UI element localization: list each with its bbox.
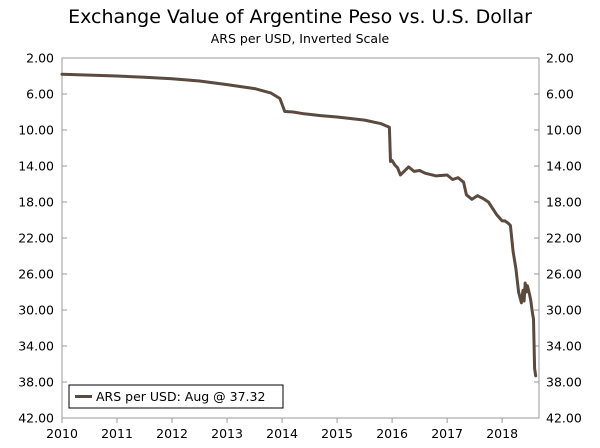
- y-tick-label-right: 22.00: [546, 231, 582, 246]
- y-tick-label-left: 14.00: [18, 159, 54, 174]
- y-tick-label-right: 6.00: [546, 87, 574, 102]
- y-tick-label-left: 34.00: [18, 339, 54, 354]
- legend: ARS per USD: Aug @ 37.32: [68, 384, 284, 409]
- x-tick-label: 2013: [211, 426, 243, 441]
- legend-box: [68, 384, 284, 409]
- x-tick-label: 2015: [321, 426, 353, 441]
- y-tick-label-left: 6.00: [26, 87, 54, 102]
- chart-title: Exchange Value of Argentine Peso vs. U.S…: [68, 6, 532, 28]
- x-tick-label: 2017: [431, 426, 463, 441]
- y-tick-label-right: 34.00: [546, 339, 582, 354]
- y-tick-label-right: 18.00: [546, 195, 582, 210]
- y-tick-label-right: 38.00: [546, 375, 582, 390]
- y-tick-label-right: 26.00: [546, 267, 582, 282]
- axis-ticks: [61, 57, 539, 423]
- y-tick-label-right: 2.00: [546, 51, 574, 66]
- y-tick-label-left: 30.00: [18, 303, 54, 318]
- x-tick-label: 2011: [101, 426, 133, 441]
- y-tick-label-left: 22.00: [18, 231, 54, 246]
- series-line-ars-per-usd: [60, 72, 538, 378]
- y-tick-label-left: 2.00: [26, 51, 54, 66]
- y-tick-label-left: 42.00: [18, 411, 54, 426]
- axis-tick-labels: 2.00 2.00 6.00 6.00 10.00 10.00 14.00 14.00 18.0…: [18, 51, 582, 442]
- y-tick-label-right: 10.00: [546, 123, 582, 138]
- x-tick-label: 2014: [266, 426, 298, 441]
- x-tick-label: 2016: [376, 426, 408, 441]
- legend-label: ARS per USD: Aug @ 37.32: [96, 389, 265, 404]
- y-tick-label-left: 10.00: [18, 123, 54, 138]
- y-tick-label-left: 18.00: [18, 195, 54, 210]
- x-tick-label: 2018: [486, 426, 518, 441]
- y-tick-label-right: 14.00: [546, 159, 582, 174]
- chart-subtitle: ARS per USD, Inverted Scale: [210, 31, 390, 46]
- y-tick-label-right: 30.00: [546, 303, 582, 318]
- x-tick-label: 2012: [156, 426, 188, 441]
- y-tick-label-left: 38.00: [18, 375, 54, 390]
- x-tick-label: 2010: [46, 426, 78, 441]
- y-tick-label-left: 26.00: [18, 267, 54, 282]
- y-tick-label-right: 42.00: [546, 411, 582, 426]
